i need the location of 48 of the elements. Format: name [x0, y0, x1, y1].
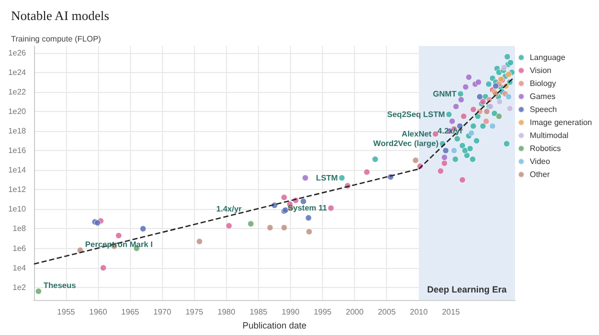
x-tick-label: 2010: [410, 308, 428, 317]
legend-label: Games: [530, 92, 556, 101]
x-axis-title: Publication date: [242, 320, 307, 330]
annotation: System 11: [288, 204, 328, 213]
annotation: GNMT: [432, 89, 457, 98]
x-tick-label: 1965: [121, 308, 140, 317]
y-tick-label: 1e10: [8, 204, 27, 214]
legend-label: Vision: [530, 66, 552, 75]
x-tick-label: 1960: [89, 308, 108, 317]
y-axis-title: Training compute (FLOP): [11, 34, 102, 44]
x-tick-label: 2005: [378, 308, 396, 317]
legend-label: Multimodal: [530, 131, 569, 140]
y-tick-label: 1e12: [8, 185, 27, 194]
annotation: LSTM: [316, 173, 338, 182]
y-tick-label: 1e24: [8, 68, 27, 77]
x-tick-label: 1995: [314, 308, 332, 317]
y-tick-label: 1e26: [8, 48, 27, 58]
y-tick-label: 1e18: [8, 126, 27, 136]
y-tick-label: 1e8: [12, 224, 27, 234]
annotation: Word2Vec (large): [373, 139, 439, 148]
chart-title: Notable AI models: [11, 8, 110, 23]
annotation: AlexNet: [402, 129, 432, 138]
legend-label: Other: [530, 170, 550, 179]
y-tick-label: 1e20: [8, 106, 27, 116]
y-tick-label: 1e22: [8, 87, 27, 96]
y-tick-label: 1e4: [12, 263, 27, 272]
legend-label: Biology: [530, 79, 556, 88]
legend-label: Language: [530, 53, 566, 62]
band-label: Deep Learning Era: [427, 284, 508, 295]
annotation: 1.4x/yr: [216, 204, 242, 214]
annotation: Theseus: [43, 280, 76, 290]
annotation: Seq2Seq LSTM: [387, 110, 446, 119]
legend-label: Image generation: [530, 118, 592, 127]
x-tick-label: 1985: [250, 308, 268, 317]
legend-label: Robotics: [530, 144, 561, 153]
x-tick-label: 1975: [185, 308, 204, 317]
x-tick-label: 1990: [282, 308, 300, 317]
y-tick-label: 1e6: [12, 244, 27, 253]
x-tick-label: 1970: [153, 308, 172, 317]
x-tick-label: 1955: [57, 308, 76, 317]
x-tick-label: 1980: [218, 308, 236, 317]
x-tick-label: 2000: [346, 308, 364, 317]
x-tick-label: 2015: [442, 308, 460, 317]
y-tick-label: 1e16: [8, 146, 27, 156]
y-tick-label: 1e14: [8, 166, 27, 175]
legend-label: Video: [530, 157, 551, 166]
legend-label: Speech: [530, 105, 557, 114]
y-tick-label: 1e2: [12, 282, 27, 292]
